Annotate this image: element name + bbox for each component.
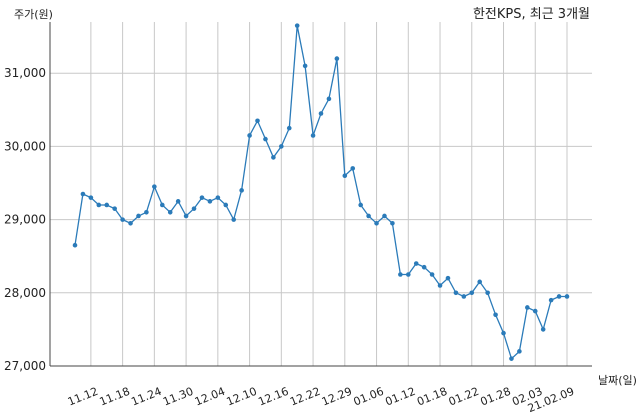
x-tick-label: 01.22 xyxy=(447,385,481,409)
price-point xyxy=(167,209,173,215)
price-point xyxy=(453,290,459,296)
price-point xyxy=(96,202,102,208)
price-point xyxy=(72,242,78,248)
price-point xyxy=(350,166,356,171)
price-point xyxy=(485,290,490,296)
price-point xyxy=(263,136,268,142)
x-tick-label: 12.16 xyxy=(256,385,290,409)
price-point xyxy=(223,202,229,208)
x-tick-label: 12.22 xyxy=(288,385,322,409)
x-tick-label: 01.28 xyxy=(479,385,513,409)
price-point xyxy=(183,213,189,219)
price-point xyxy=(540,327,546,332)
grid-lines xyxy=(50,22,592,367)
price-point xyxy=(80,191,86,197)
price-point xyxy=(342,173,348,179)
price-point xyxy=(326,96,332,102)
price-point xyxy=(159,202,165,208)
price-point xyxy=(382,213,387,219)
price-point xyxy=(525,305,530,310)
x-tick-label: 12.10 xyxy=(225,385,259,409)
price-point xyxy=(509,356,514,361)
price-point xyxy=(390,220,395,226)
price-point xyxy=(136,213,141,219)
price-point xyxy=(271,155,276,160)
price-point xyxy=(477,279,483,285)
price-point xyxy=(564,294,570,299)
x-tick-label: 11.24 xyxy=(129,385,163,409)
price-point xyxy=(294,23,300,28)
price-point xyxy=(334,56,340,61)
price-point xyxy=(517,349,522,354)
price-point xyxy=(366,213,371,219)
price-point xyxy=(461,294,467,299)
price-point xyxy=(405,272,411,277)
price-point xyxy=(358,202,363,208)
price-point xyxy=(120,217,125,222)
x-tick-label: 11.12 xyxy=(66,385,100,409)
price-point xyxy=(255,118,260,124)
price-point xyxy=(437,283,443,288)
price-point xyxy=(493,312,498,318)
chart-title: 한전KPS, 최근 3개월 xyxy=(473,7,590,22)
price-line xyxy=(74,25,567,360)
x-tick-label: 01.18 xyxy=(415,385,449,409)
price-point xyxy=(128,220,133,226)
y-tick-label: 27,000 xyxy=(4,359,46,373)
x-tick-label: 11.18 xyxy=(98,385,132,409)
price-point xyxy=(231,217,237,222)
price-point xyxy=(429,272,435,277)
price-point xyxy=(302,63,308,69)
price-point xyxy=(144,209,149,215)
y-tick-labels: 27,000 28,000 29,000 30,000 31,000 xyxy=(4,66,46,373)
y-tick-label: 28,000 xyxy=(4,286,46,300)
price-point xyxy=(152,184,157,189)
price-point xyxy=(247,133,252,138)
price-point xyxy=(421,264,427,270)
y-tick-label: 29,000 xyxy=(4,213,46,227)
price-point xyxy=(215,195,221,200)
axes xyxy=(49,22,592,367)
price-point xyxy=(279,144,284,149)
x-tick-label: 11.30 xyxy=(161,385,195,409)
price-point xyxy=(207,199,213,204)
price-point xyxy=(104,202,110,208)
x-tick-label: 12.04 xyxy=(193,385,227,409)
price-point xyxy=(318,111,324,116)
x-axis-label: 날짜(일) xyxy=(598,373,637,387)
price-point xyxy=(532,308,538,314)
price-point xyxy=(310,133,316,138)
y-tick-label: 31,000 xyxy=(4,66,46,80)
price-point xyxy=(175,199,181,204)
price-point xyxy=(556,294,562,299)
y-tick-label: 30,000 xyxy=(4,139,46,153)
price-point xyxy=(112,206,117,211)
price-point xyxy=(413,261,419,266)
price-point xyxy=(398,272,403,277)
price-point xyxy=(548,297,554,303)
price-point xyxy=(239,188,244,193)
price-point xyxy=(286,125,292,131)
price-point xyxy=(501,330,506,336)
price-point xyxy=(374,220,379,226)
price-point xyxy=(445,275,451,281)
x-tick-label: 01.12 xyxy=(383,385,417,409)
y-axis-label: 주가(원) xyxy=(14,8,53,21)
price-point xyxy=(199,195,205,200)
x-tick-label: 01.06 xyxy=(352,385,386,409)
price-point xyxy=(88,195,94,200)
price-point xyxy=(469,290,475,296)
price-point xyxy=(191,206,197,211)
x-tick-label: 12.29 xyxy=(320,385,354,409)
price-points xyxy=(72,23,570,361)
x-tick-labels: 11.1211.1811.2411.3012.0412.1012.1612.22… xyxy=(66,385,576,414)
